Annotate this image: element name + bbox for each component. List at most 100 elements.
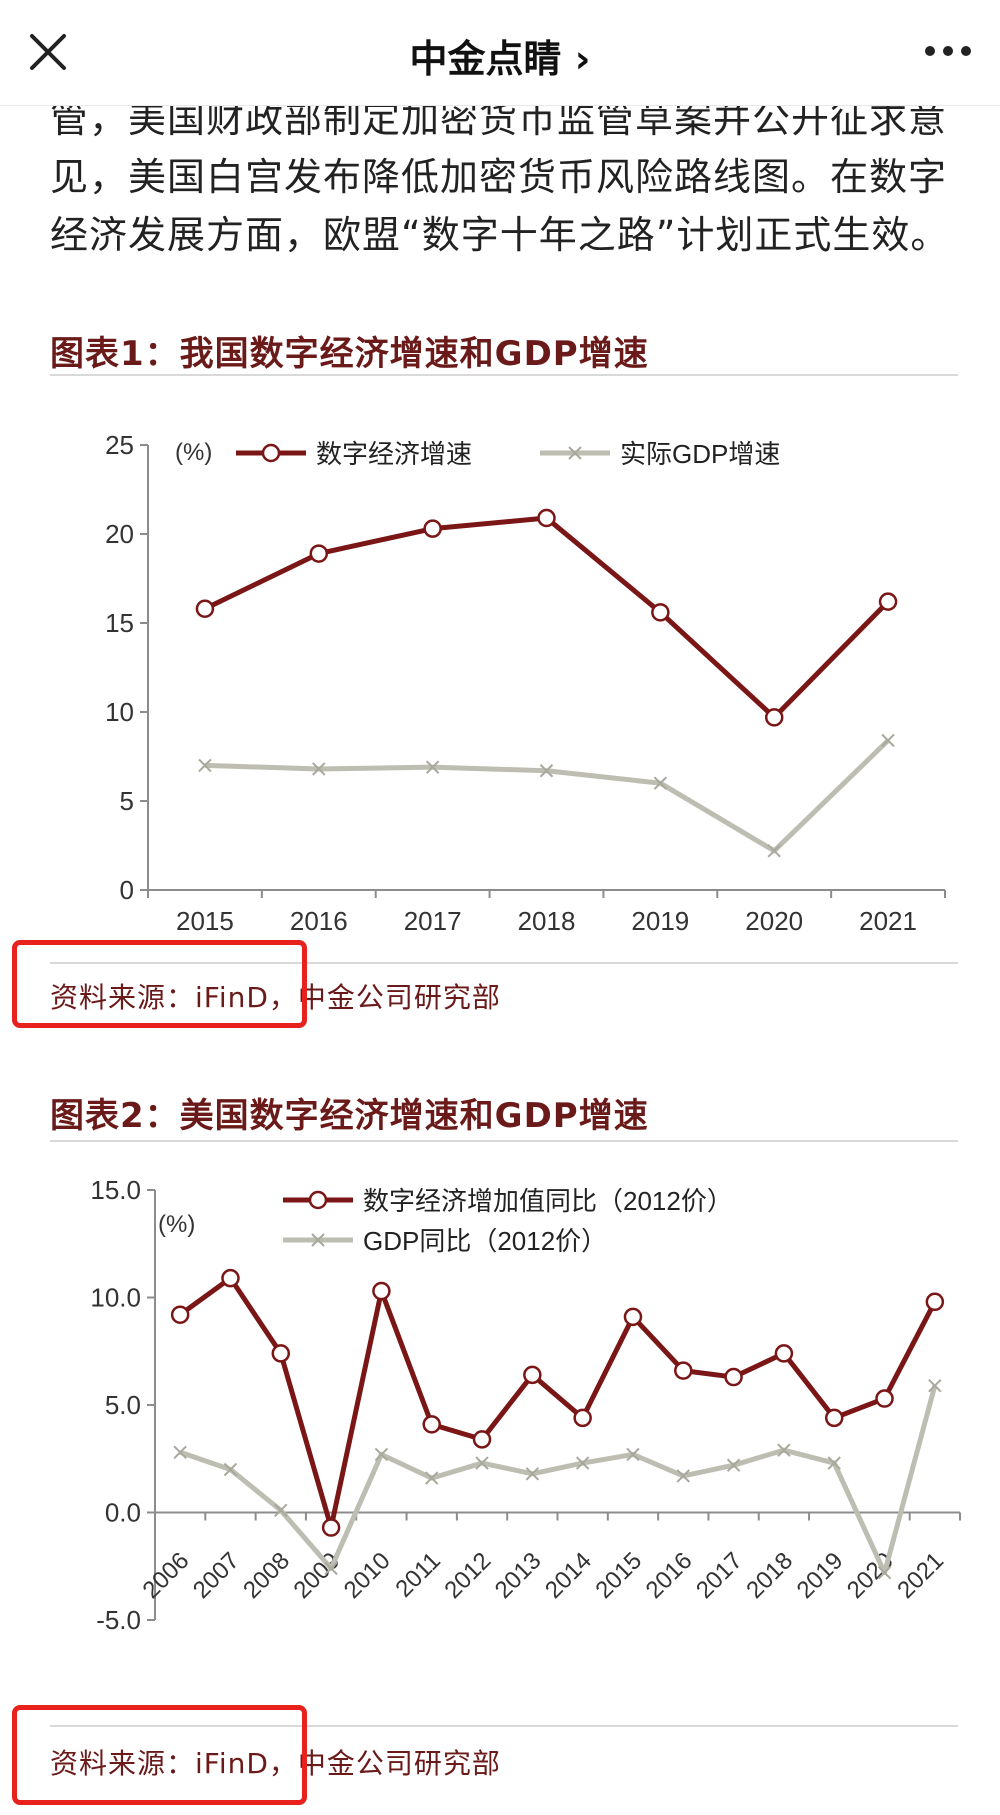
data-point <box>676 1469 690 1483</box>
y-tick-label: 15.0 <box>90 1175 141 1205</box>
x-tick-label: 2006 <box>138 1547 195 1604</box>
x-tick-label: 2017 <box>404 906 462 936</box>
data-point <box>824 1408 844 1428</box>
x-tick-label: 2017 <box>691 1547 748 1604</box>
x-tick-label: 2021 <box>859 906 917 936</box>
legend-marker <box>311 1233 325 1247</box>
data-point <box>774 1344 794 1363</box>
top-nav-bar: 中金点睛 › <box>0 0 1000 106</box>
data-point <box>575 1456 590 1470</box>
data-point <box>423 519 442 538</box>
data-point <box>198 758 212 773</box>
figure2-divider <box>50 1140 958 1142</box>
y-tick-label: 15 <box>105 608 134 638</box>
data-point <box>221 1268 240 1288</box>
data-point <box>674 1361 693 1380</box>
y-tick-label: -5.0 <box>96 1605 141 1635</box>
data-point <box>422 1415 441 1434</box>
data-point <box>309 544 329 563</box>
figure1-divider <box>50 374 958 376</box>
paragraph-line: 见，美国白宫发布降低加密货币风险路线图。在数字 <box>50 155 948 199</box>
legend-label: GDP同比（2012价） <box>363 1226 607 1256</box>
unit-label: (%) <box>175 439 212 466</box>
x-tick-label: 2015 <box>176 906 234 936</box>
data-point <box>324 1561 338 1576</box>
x-tick-label: 2016 <box>641 1547 698 1604</box>
data-point <box>724 1367 743 1387</box>
series-line <box>203 515 890 720</box>
legend-marker <box>261 443 281 463</box>
data-point <box>539 764 554 778</box>
x-tick-label: 2011 <box>390 1547 446 1603</box>
y-tick-label: 10.0 <box>90 1283 141 1313</box>
data-point <box>271 1344 291 1363</box>
data-point <box>312 762 326 776</box>
data-point <box>223 1462 238 1477</box>
legend-marker <box>308 1190 328 1210</box>
data-point <box>651 603 670 622</box>
x-tick-label: 2007 <box>188 1547 245 1604</box>
data-point <box>925 1292 945 1312</box>
x-tick-label: 2019 <box>631 906 689 936</box>
data-point <box>537 508 556 528</box>
data-point <box>173 1445 187 1460</box>
figure1-chart: 0 5 10 15 20 25 2015 2016 2017 2018 2019 2020 2021 (%… <box>105 430 946 936</box>
x-tick-label: 2018 <box>518 906 576 936</box>
data-point <box>881 733 895 748</box>
figure1-title: 图表1：我国数字经济增速和GDP增速 <box>50 334 649 374</box>
figure1-source: 资料来源：iFinD，中金公司研究部 <box>50 981 501 1014</box>
data-point <box>372 1281 391 1301</box>
data-point <box>523 1365 542 1385</box>
data-point <box>374 1447 389 1462</box>
data-point <box>274 1503 288 1518</box>
x-tick-label: 2019 <box>792 1547 849 1604</box>
more-button[interactable] <box>920 38 976 64</box>
data-point <box>878 592 898 611</box>
legend-label: 数字经济增加值同比（2012价） <box>363 1186 733 1216</box>
data-point <box>475 1456 489 1470</box>
figure2-source: 资料来源：iFinD，中金公司研究部 <box>50 1747 501 1780</box>
y-tick-label: 0 <box>120 875 134 905</box>
data-point <box>626 1447 640 1462</box>
x-tick-label: 2016 <box>290 906 348 936</box>
data-point <box>875 1389 894 1408</box>
figure2-source-divider <box>50 1725 958 1727</box>
data-point <box>195 599 215 619</box>
account-title-link[interactable]: 中金点睛 › <box>409 37 591 81</box>
highlight-box <box>12 940 307 1028</box>
legend-label: 实际GDP增速 <box>620 439 780 469</box>
data-point <box>767 844 781 858</box>
x-tick-label: 2013 <box>490 1547 547 1604</box>
series-line <box>178 1275 938 1531</box>
x-tick-label: 2021 <box>892 1547 949 1604</box>
figure2-title: 图表2：美国数字经济增速和GDP增速 <box>50 1096 649 1136</box>
data-point <box>321 1518 341 1537</box>
data-point <box>928 1378 942 1393</box>
data-point <box>777 1443 791 1457</box>
figure2-chart: -5.00.05.010.015.02006200720082009201020… <box>90 1175 961 1635</box>
figure1-source-divider <box>50 962 958 964</box>
x-tick-label: 2015 <box>590 1547 647 1604</box>
series-line <box>179 1385 938 1576</box>
legend-label: 数字经济增速 <box>316 439 472 469</box>
y-tick-label: 5.0 <box>105 1390 141 1420</box>
y-tick-label: 10 <box>105 697 134 727</box>
x-tick-label: 2020 <box>745 906 803 936</box>
data-point <box>764 708 784 727</box>
x-tick-label: 2014 <box>540 1547 597 1604</box>
y-tick-label: 5 <box>120 786 134 816</box>
data-point <box>573 1408 592 1428</box>
data-point <box>525 1467 540 1481</box>
data-point <box>425 760 440 774</box>
data-point <box>877 1565 892 1580</box>
x-tick-label: 2012 <box>439 1547 496 1604</box>
data-point <box>425 1471 439 1485</box>
data-point <box>827 1456 841 1470</box>
x-tick-label: 2008 <box>238 1547 295 1604</box>
x-tick-label: 2010 <box>339 1547 396 1604</box>
x-tick-label: 2018 <box>741 1547 798 1604</box>
paragraph-line: 经济发展方面，欧盟“数字十年之路”计划正式生效。 <box>50 213 950 257</box>
close-button[interactable] <box>26 30 70 74</box>
y-tick-label: 0.0 <box>105 1498 141 1528</box>
y-tick-label: 20 <box>105 519 134 549</box>
